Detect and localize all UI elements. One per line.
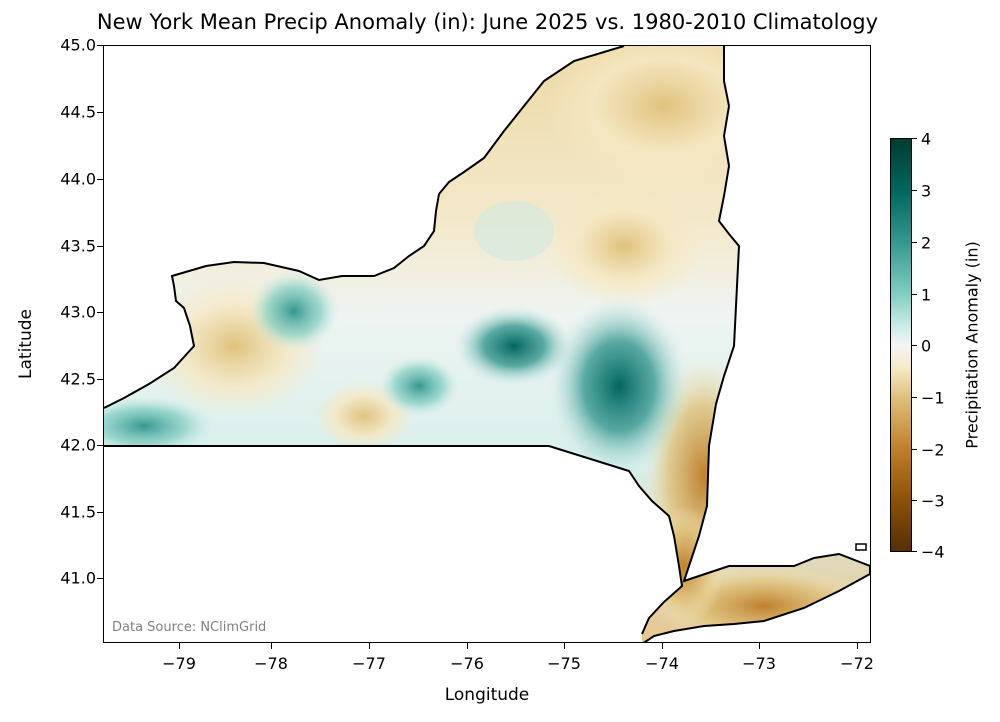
chart-title: New York Mean Precip Anomaly (in): June … [96,10,879,34]
ny-state-map [104,46,870,642]
colorbar-tick-label: −1 [921,388,945,408]
ytick-label: 42.5 [60,369,96,389]
ytick-label: 43.5 [60,236,96,256]
y-axis-label: Latitude [16,309,36,379]
colorbar-tick [912,294,917,296]
colorbar-tick-label: −4 [921,542,945,562]
ytick-mark [97,179,103,181]
colorbar-tick [912,551,917,553]
map-plot-area [103,45,871,643]
ytick-mark [97,578,103,580]
xtick-label: −79 [162,654,196,673]
ytick-label: 43.0 [60,302,96,322]
ytick-mark [97,312,103,314]
colorbar-tick [912,242,917,244]
xtick-mark [857,643,859,649]
colorbar-tick [912,345,917,347]
colorbar-tick-label: 3 [921,181,932,201]
colorbar-tick [912,449,917,451]
colorbar-label: Precipitation Anomaly (in) [962,241,982,449]
ytick-mark [97,246,103,248]
xtick-label: −77 [352,654,386,673]
xtick-label: −74 [645,654,679,673]
colorbar-tick-label: −2 [921,440,945,460]
xtick-mark [179,643,181,649]
ytick-label: 41.0 [60,568,96,588]
colorbar-tick-label: −3 [921,491,945,511]
ytick-mark [97,112,103,114]
xtick-label: −75 [547,654,581,673]
ytick-mark [97,379,103,381]
x-axis-label: Longitude [444,685,530,705]
ytick-mark [97,445,103,447]
ytick-label: 44.0 [60,169,96,189]
xtick-label: −72 [840,654,874,673]
data-source-annotation: Data Source: NClimGrid [112,620,267,635]
ytick-mark [97,45,103,47]
colorbar-tick [912,190,917,192]
colorbar [890,138,912,552]
xtick-mark [467,643,469,649]
colorbar-tick-label: 2 [921,233,932,253]
xtick-label: −76 [450,654,484,673]
xtick-label: −78 [254,654,288,673]
ytick-label: 41.5 [60,502,96,522]
ytick-label: 45.0 [60,35,96,55]
xtick-mark [369,643,371,649]
colorbar-tick [912,138,917,140]
colorbar-tick [912,500,917,502]
colorbar-tick [912,397,917,399]
colorbar-tick-label: 4 [921,129,932,149]
xtick-mark [662,643,664,649]
colorbar-tick-label: 0 [921,336,932,356]
ytick-label: 42.0 [60,435,96,455]
ytick-mark [97,512,103,514]
xtick-mark [759,643,761,649]
xtick-mark [271,643,273,649]
colorbar-tick-label: 1 [921,285,932,305]
xtick-label: −73 [742,654,776,673]
ytick-label: 44.5 [60,102,96,122]
xtick-mark [564,643,566,649]
